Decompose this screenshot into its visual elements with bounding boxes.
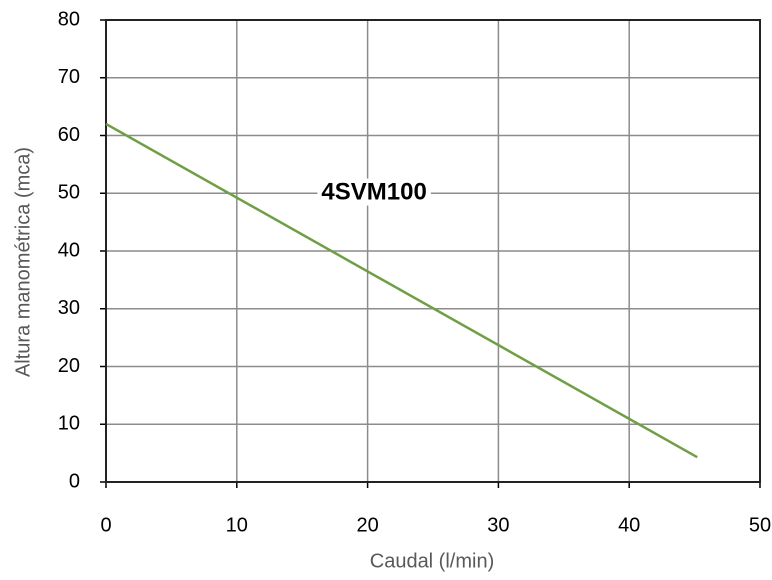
x-axis-title: Caudal (l/min) [370,550,494,572]
y-tick-label: 0 [69,470,80,492]
y-tick-label: 80 [58,8,80,30]
plot-frame [105,19,761,483]
x-tick-label: 40 [618,514,640,536]
x-tick-label: 30 [487,514,509,536]
y-tick-label: 30 [58,297,80,319]
y-tick-label: 70 [58,66,80,88]
x-tick-label: 0 [100,514,111,536]
annotation: 4SVM100 [321,179,426,206]
x-tick-label: 50 [749,514,771,536]
x-tick-label: 10 [226,514,248,536]
y-tick-label: 60 [58,124,80,146]
y-tick-label: 10 [58,413,80,435]
x-tick-label: 20 [356,514,378,536]
annotation-background [317,178,431,206]
y-tick-label: 50 [58,182,80,204]
y-tick-label: 20 [58,355,80,377]
y-tick-label: 40 [58,239,80,261]
data-line [105,122,698,459]
y-axis-title: Altura manométrica (mca) [12,147,34,377]
